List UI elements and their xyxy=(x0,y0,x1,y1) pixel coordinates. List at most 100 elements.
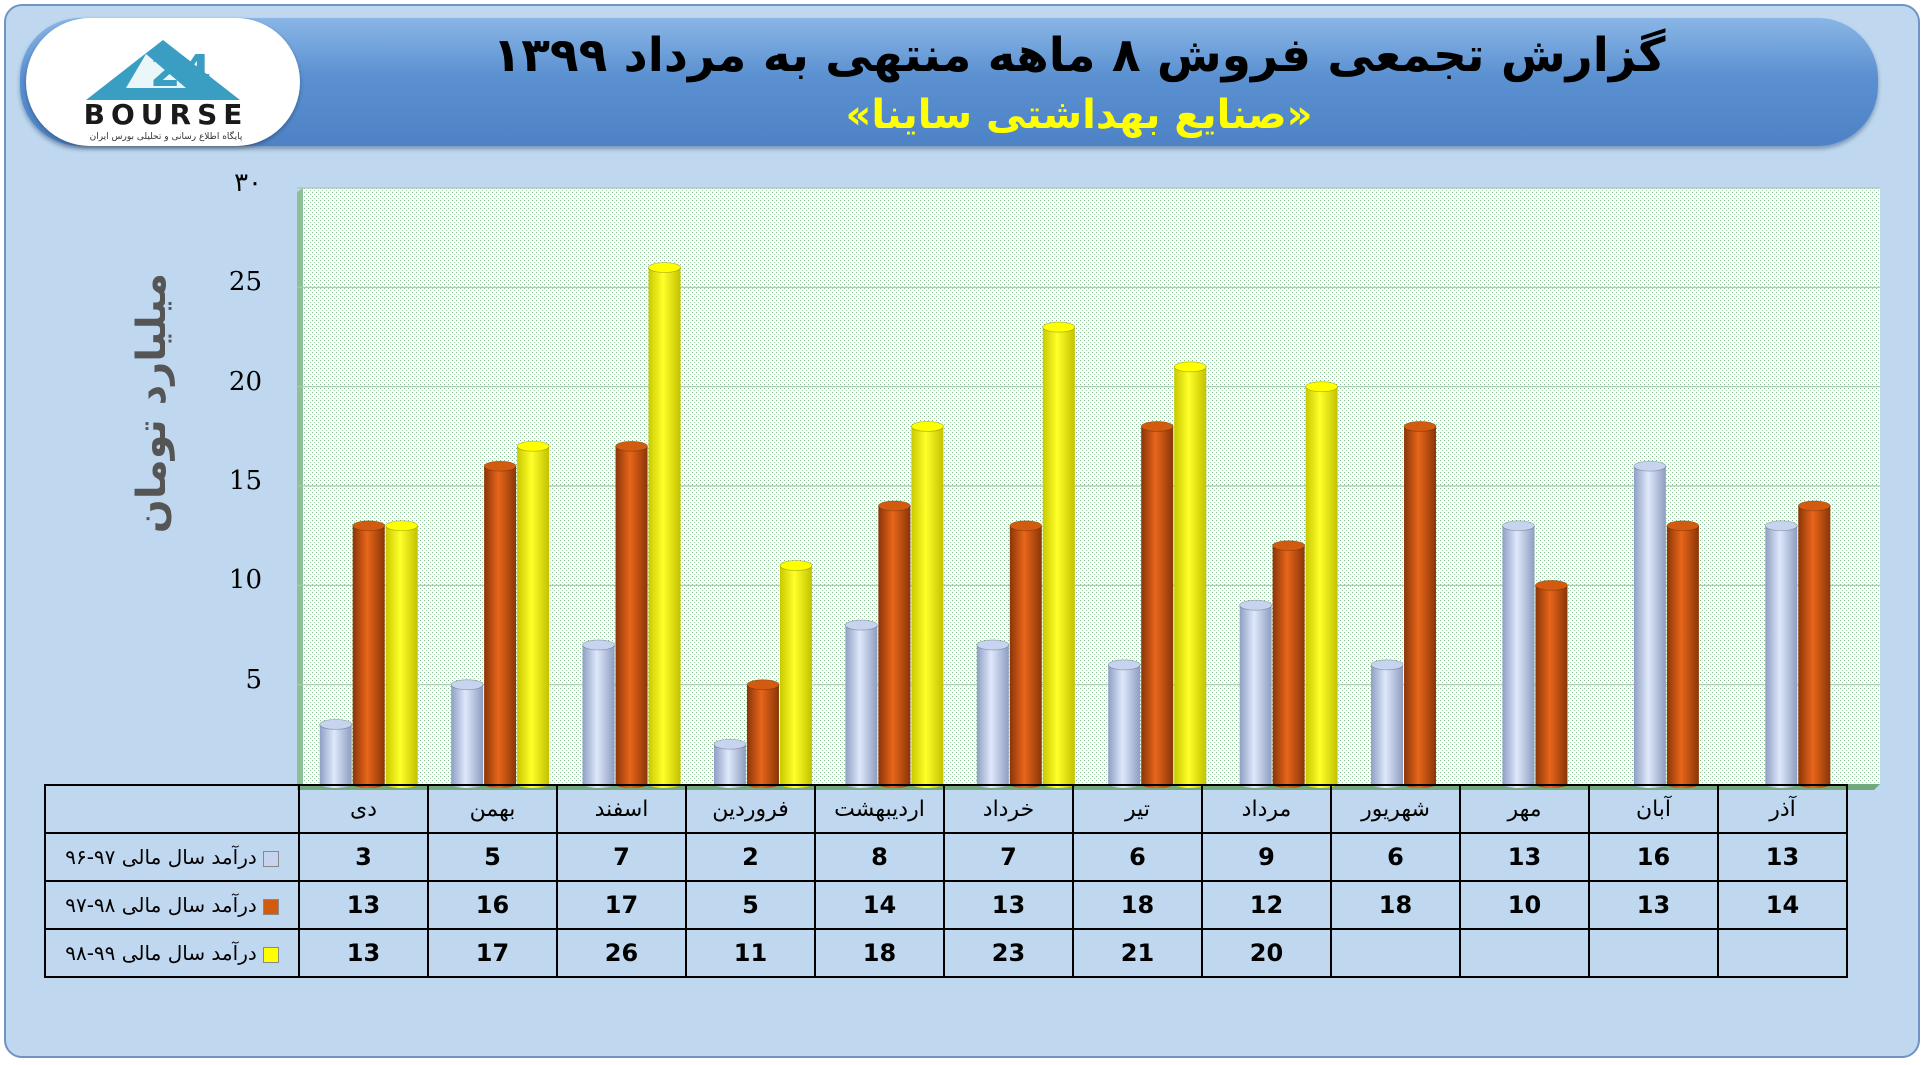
bar-body xyxy=(1404,426,1437,784)
bar-body xyxy=(779,565,812,784)
bar-body xyxy=(1535,585,1568,784)
table-cell: 17 xyxy=(556,880,687,930)
bar-body xyxy=(1798,505,1831,784)
bar-cap xyxy=(516,440,550,452)
category-label: شهریور xyxy=(1330,784,1461,834)
company-subtitle: «صنایع بهداشتی ساینا» xyxy=(845,92,1313,138)
legend-label: درآمد سال مالی ۹۹-۹۸ xyxy=(65,941,257,965)
bar-body xyxy=(976,644,1009,784)
bar xyxy=(1009,520,1043,788)
bar xyxy=(1042,321,1076,788)
bar xyxy=(1666,520,1700,788)
bar xyxy=(1535,579,1568,788)
bar-body xyxy=(1371,664,1404,784)
legend-series-3: درآمد سال مالی ۹۹-۹۸ xyxy=(44,928,300,978)
bar-cap xyxy=(1666,520,1700,532)
table-cell: 13 xyxy=(298,928,429,978)
bar-cap xyxy=(910,420,944,432)
table-cell: 13 xyxy=(298,880,429,930)
y-tick-label: 25 xyxy=(228,267,262,298)
bar-cap xyxy=(779,560,813,571)
bar-cap xyxy=(1305,381,1339,393)
table-cell: 9 xyxy=(1201,832,1332,882)
category-label: مهر xyxy=(1459,784,1590,834)
table-cell: 5 xyxy=(427,832,558,882)
bar-body xyxy=(1174,366,1207,784)
table-cell xyxy=(1717,928,1848,978)
table-cell: 20 xyxy=(1201,928,1332,978)
bar-cap xyxy=(352,520,386,532)
bar-cap xyxy=(844,619,878,631)
table-cell: 14 xyxy=(1717,880,1848,930)
bar xyxy=(615,440,648,788)
category-header-row: دی بهمن اسفند فروردین اردیبهشت خرداد تیر مرداد ش… xyxy=(44,784,1848,834)
data-table: دی بهمن اسفند فروردین اردیبهشت خرداد تیر مرداد ش… xyxy=(44,784,1848,978)
legend-series-2: درآمد سال مالی ۹۸-۹۷ xyxy=(44,880,300,930)
bar-body xyxy=(911,426,944,784)
bar-body xyxy=(1239,605,1272,784)
logo-tagline: پایگاه اطلاع رسانی و تحلیلی بورس ایران xyxy=(89,132,243,142)
legend-label: درآمد سال مالی ۹۷-۹۶ xyxy=(65,845,257,869)
bar xyxy=(1173,361,1207,788)
bar-cap xyxy=(615,440,648,452)
table-cell: 21 xyxy=(1072,928,1203,978)
bar-body xyxy=(1141,426,1174,784)
table-cell: 13 xyxy=(1717,832,1848,882)
bar-cap xyxy=(582,639,615,651)
bar xyxy=(877,500,911,788)
bar-body xyxy=(746,684,779,784)
bar xyxy=(516,440,550,788)
bar-cap xyxy=(1140,420,1174,432)
table-row: درآمد سال مالی ۹۸-۹۷ 13 16 17 5 14 13 18 12 18 10… xyxy=(44,880,1848,930)
bar xyxy=(910,420,944,788)
bar-body xyxy=(1108,664,1141,784)
bar xyxy=(582,639,615,788)
logo-mountain-icon: 24 xyxy=(86,40,240,100)
y-tick-label: 20 xyxy=(228,366,262,397)
category-label: اردیبهشت xyxy=(814,784,945,834)
bar-body xyxy=(845,625,878,784)
y-tick-label: 10 xyxy=(228,565,262,596)
y-tick-label: 5 xyxy=(245,664,262,695)
bar-cap xyxy=(877,500,911,512)
table-cell: 7 xyxy=(943,832,1074,882)
plot-side-wall xyxy=(297,188,303,790)
bar-body xyxy=(352,525,385,784)
table-cell: 2 xyxy=(685,832,816,882)
bar-cap xyxy=(1502,520,1535,532)
bar-body xyxy=(713,744,746,784)
bar-body xyxy=(1009,525,1042,784)
bar-cap xyxy=(1009,520,1043,532)
table-cell: 6 xyxy=(1072,832,1203,882)
bar xyxy=(746,679,780,788)
legend-series-1: درآمد سال مالی ۹۷-۹۶ xyxy=(44,832,300,882)
legend-swatch-1 xyxy=(262,850,279,867)
bar-body xyxy=(484,466,517,784)
table-corner xyxy=(44,784,300,834)
bar xyxy=(450,679,484,788)
table-cell: 12 xyxy=(1201,880,1332,930)
title-banner: گزارش تجمعی فروش ۸ ماهه منتهی به مرداد ۱… xyxy=(20,18,1878,146)
bar xyxy=(385,520,419,788)
bar-cap xyxy=(1107,659,1141,671)
table-cell: 8 xyxy=(814,832,945,882)
table-cell: 10 xyxy=(1459,880,1590,930)
table-cell: 13 xyxy=(1459,832,1590,882)
legend-swatch-2 xyxy=(262,898,279,915)
table-cell: 23 xyxy=(943,928,1074,978)
bar-body xyxy=(1666,525,1699,784)
bar xyxy=(1370,659,1404,788)
table-cell: 13 xyxy=(943,880,1074,930)
bar-body xyxy=(1272,545,1305,784)
table-cell: 14 xyxy=(814,880,945,930)
bar xyxy=(1502,520,1535,788)
bar-cap xyxy=(1535,579,1568,591)
table-cell: 18 xyxy=(1072,880,1203,930)
table-cell: 16 xyxy=(427,880,558,930)
bar xyxy=(1140,420,1174,788)
bar-cap xyxy=(483,460,517,472)
table-cell xyxy=(1459,928,1590,978)
category-label: بهمن xyxy=(427,784,558,834)
bar xyxy=(319,719,353,788)
